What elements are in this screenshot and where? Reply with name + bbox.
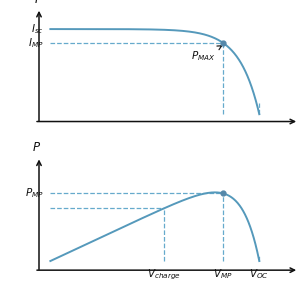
Text: $V_{charge}$: $V_{charge}$ xyxy=(147,267,181,282)
Text: $P_{MP}$: $P_{MP}$ xyxy=(25,186,44,200)
Text: $V_{MP}$: $V_{MP}$ xyxy=(213,267,233,281)
Text: P: P xyxy=(33,142,40,154)
Text: $P_{MAX}$: $P_{MAX}$ xyxy=(191,46,222,63)
Text: $V_{OC}$: $V_{OC}$ xyxy=(249,267,269,281)
Text: $I_{MP}$: $I_{MP}$ xyxy=(28,36,44,50)
Text: $I_{sc}$: $I_{sc}$ xyxy=(31,22,44,36)
Text: I: I xyxy=(35,0,38,6)
